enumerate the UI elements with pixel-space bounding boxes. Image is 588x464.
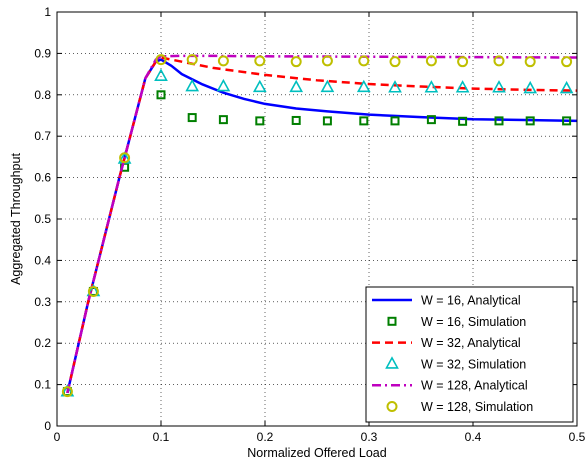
x-tick-label: 0.2	[257, 430, 274, 444]
data-point	[289, 79, 304, 93]
data-point	[359, 116, 369, 126]
data-point	[154, 68, 168, 81]
y-tick-label: 0.6	[34, 171, 51, 185]
data-point	[492, 80, 506, 93]
data-point	[426, 115, 436, 125]
data-point	[388, 80, 402, 93]
data-point	[523, 80, 538, 94]
legend-label: W = 16, Analytical	[421, 294, 521, 308]
data-point	[458, 116, 468, 126]
data-point	[187, 113, 197, 123]
data-point	[185, 78, 200, 92]
data-point	[562, 116, 572, 126]
y-tick-label: 0.2	[34, 336, 51, 350]
legend-box	[365, 286, 574, 423]
y-tick-label: 0	[44, 419, 51, 433]
y-tick-label: 1	[44, 5, 51, 19]
data-point	[389, 56, 401, 68]
data-point	[87, 285, 99, 297]
data-point	[561, 56, 573, 68]
legend-label: W = 128, Simulation	[421, 400, 533, 414]
series-3	[60, 68, 574, 397]
axis-tick-labels: 0 0.1 0.2 0.3 0.4 0.5 0 0.1 0.2 0.3 0.4 0.5 0.6 0.7 0.…	[34, 5, 585, 444]
data-point	[218, 115, 228, 125]
legend-swatch	[387, 316, 397, 326]
x-tick-label: 0	[54, 430, 61, 444]
y-tick-label: 0.9	[34, 46, 51, 60]
series-2	[66, 56, 578, 394]
x-tick-label: 0.3	[361, 430, 378, 444]
data-point	[493, 55, 505, 67]
data-point	[119, 152, 131, 164]
legend: W = 16, Analytical W = 16, Simulation W = …	[365, 286, 574, 423]
legend-label: W = 16, Simulation	[421, 315, 526, 329]
data-point	[252, 79, 267, 93]
legend-label: W = 128, Analytical	[421, 379, 528, 393]
data-point	[255, 116, 265, 126]
y-axis-label: Aggregated Throughput	[9, 153, 23, 285]
data-point	[358, 55, 370, 67]
y-tick-label: 0.4	[34, 253, 51, 267]
series-layer	[60, 54, 578, 398]
data-point	[356, 79, 371, 93]
series-4	[66, 54, 578, 394]
legend-label: W = 32, Simulation	[421, 357, 526, 371]
legend-swatch	[385, 356, 399, 369]
y-tick-label: 0.1	[34, 378, 51, 392]
data-point	[455, 80, 470, 93]
legend-swatch	[386, 401, 398, 412]
legend-label: W = 32, Analytical	[421, 336, 521, 350]
data-point	[559, 80, 574, 94]
data-point	[424, 80, 439, 93]
y-tick-label: 0.5	[34, 212, 51, 226]
y-tick-label: 0.3	[34, 295, 51, 309]
data-point	[254, 55, 266, 67]
data-point	[457, 56, 469, 68]
x-tick-label: 0.1	[153, 430, 170, 444]
x-tick-label: 0.4	[465, 430, 482, 444]
data-point	[390, 116, 400, 126]
data-point	[216, 78, 231, 92]
data-point	[525, 116, 535, 126]
data-point	[61, 386, 73, 398]
data-point	[425, 55, 437, 67]
data-point	[217, 55, 229, 67]
data-point	[320, 79, 335, 93]
data-point	[524, 56, 536, 68]
series-5	[61, 54, 573, 398]
data-point	[290, 56, 302, 68]
data-point	[321, 55, 333, 67]
data-point	[156, 90, 166, 100]
y-tick-label: 0.8	[34, 88, 51, 102]
x-tick-label: 0.5	[569, 430, 586, 444]
x-axis-label: Normalized Offered Load	[247, 446, 386, 460]
data-point	[322, 116, 332, 126]
series-line	[66, 56, 578, 394]
data-point	[291, 115, 301, 125]
y-tick-label: 0.7	[34, 129, 51, 143]
data-point	[186, 54, 198, 66]
data-point	[155, 54, 167, 66]
series-line	[66, 54, 578, 394]
data-point	[494, 116, 504, 126]
axis-ticks	[56, 11, 578, 427]
